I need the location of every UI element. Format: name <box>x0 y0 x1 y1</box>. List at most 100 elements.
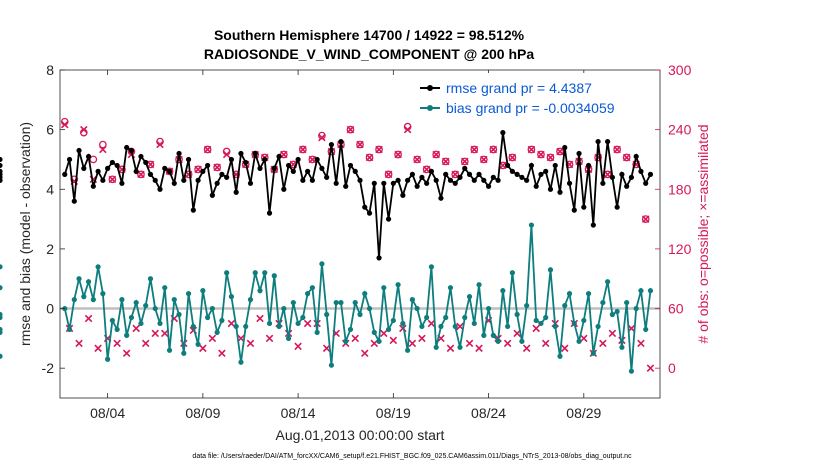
rmse-point <box>119 180 125 186</box>
bias-point <box>71 297 77 303</box>
bias-point <box>285 335 292 341</box>
y-tick-label: -2 <box>42 360 55 376</box>
x-tick-label: 08/14 <box>281 405 316 421</box>
obs-assimilated-marker <box>427 319 436 328</box>
rmse-point <box>81 165 87 171</box>
obs-assimilated-marker <box>132 324 140 333</box>
rmse-point <box>95 168 101 174</box>
bias-point <box>543 314 549 321</box>
rmse-point <box>157 186 163 192</box>
obs-assimilated-marker <box>227 319 236 328</box>
obs-assimilated-marker <box>470 145 479 154</box>
obs-assimilated-marker <box>160 329 169 338</box>
rmse-point <box>590 222 596 228</box>
rmse-point <box>619 171 625 177</box>
obs-assimilated-marker <box>460 157 469 166</box>
rmse-point <box>424 180 430 186</box>
obs-possible-marker <box>489 145 498 154</box>
bias-point <box>419 323 425 330</box>
bias-point <box>147 276 154 282</box>
bias-point <box>328 362 335 368</box>
obs-assimilated-marker <box>508 153 517 162</box>
bias-point <box>562 302 568 309</box>
bias-point <box>314 329 320 335</box>
obs-assimilated-marker <box>599 339 607 348</box>
rmse-point <box>605 138 611 145</box>
obs-possible-marker <box>89 155 98 164</box>
bias-point <box>571 320 577 327</box>
rmse-point <box>0 171 3 177</box>
rmse-point <box>105 165 111 171</box>
bias-point <box>500 288 506 294</box>
footnote: data file: /Users/raeder/DAI/ATM_forcXX/… <box>192 453 632 460</box>
bias-point <box>528 222 535 228</box>
data-marks-layer <box>0 105 655 374</box>
rmse-point <box>138 153 144 160</box>
obs-assimilated-marker <box>560 344 569 353</box>
bias-point <box>643 326 649 333</box>
obs-possible-marker <box>299 145 307 154</box>
bias-point <box>424 314 430 321</box>
rmse-point <box>66 156 73 163</box>
y-tick-label: 8 <box>46 62 54 78</box>
bias-point <box>124 332 130 338</box>
obs-possible-marker <box>641 215 650 223</box>
x-tick-label: 08/04 <box>90 405 125 421</box>
bias-point <box>0 311 3 318</box>
bias-point <box>628 368 635 374</box>
bias-point <box>566 291 573 297</box>
obs-assimilated-marker <box>208 334 217 343</box>
rmse-point <box>114 162 120 169</box>
bias-point <box>647 288 654 294</box>
obs-assimilated-marker <box>99 145 107 154</box>
rmse-point <box>638 168 644 174</box>
bias-point <box>185 291 192 297</box>
y-axis-ticks: -2 0 2 4 6 8 <box>42 62 65 376</box>
rmse-point <box>257 165 263 171</box>
chart-subtitle: RADIOSONDE_V_WIND_COMPONENT @ 200 hPa <box>204 46 534 62</box>
bias-point <box>390 317 396 324</box>
obs-possible-marker <box>108 175 117 184</box>
rmse-point <box>585 162 592 169</box>
rmse-point <box>600 180 606 186</box>
obs-assimilated-marker <box>403 125 412 134</box>
x-axis-ticks: 08/04 08/09 08/14 08/19 08/24 08/29 <box>90 70 602 421</box>
obs-assimilated-marker <box>475 344 483 353</box>
y2-tick-label: 240 <box>668 122 692 138</box>
obs-assimilated-marker <box>451 170 460 179</box>
rmse-point <box>224 174 230 180</box>
rmse-point <box>428 168 435 174</box>
y2-tick-label: 300 <box>668 62 692 78</box>
rmse-point <box>233 189 239 195</box>
obs-assimilated-marker <box>75 339 83 348</box>
obs-assimilated-marker <box>532 324 540 333</box>
obs-assimilated-marker <box>222 150 231 159</box>
rmse-point <box>519 174 525 180</box>
rmse-point <box>500 130 506 136</box>
bias-point <box>381 285 387 291</box>
bias-point <box>581 317 587 324</box>
obs-possible-marker <box>384 170 393 179</box>
bias-series-line <box>63 225 652 372</box>
obs-assimilated-marker <box>318 133 326 142</box>
bias-point <box>0 285 3 291</box>
bias-point <box>114 326 120 333</box>
rmse-point <box>528 162 535 169</box>
bias-point <box>490 332 496 338</box>
rmse-point <box>505 162 511 169</box>
obs-assimilated-marker <box>213 163 221 172</box>
rmse-point <box>514 171 520 177</box>
obs-possible-marker <box>546 153 555 162</box>
bias-point <box>447 285 454 291</box>
rmse-point <box>395 177 401 183</box>
obs-possible-marker <box>508 153 517 162</box>
bias-point <box>324 311 330 318</box>
obs-assimilated-marker <box>151 329 160 338</box>
obs-assimilated-marker <box>413 155 421 164</box>
bias-point <box>376 338 382 344</box>
obs-possible-marker <box>365 153 374 162</box>
obs-possible-marker <box>213 163 221 172</box>
obs-assimilated-marker <box>522 344 531 353</box>
bias-point <box>557 353 563 359</box>
rmse-point <box>447 177 454 183</box>
